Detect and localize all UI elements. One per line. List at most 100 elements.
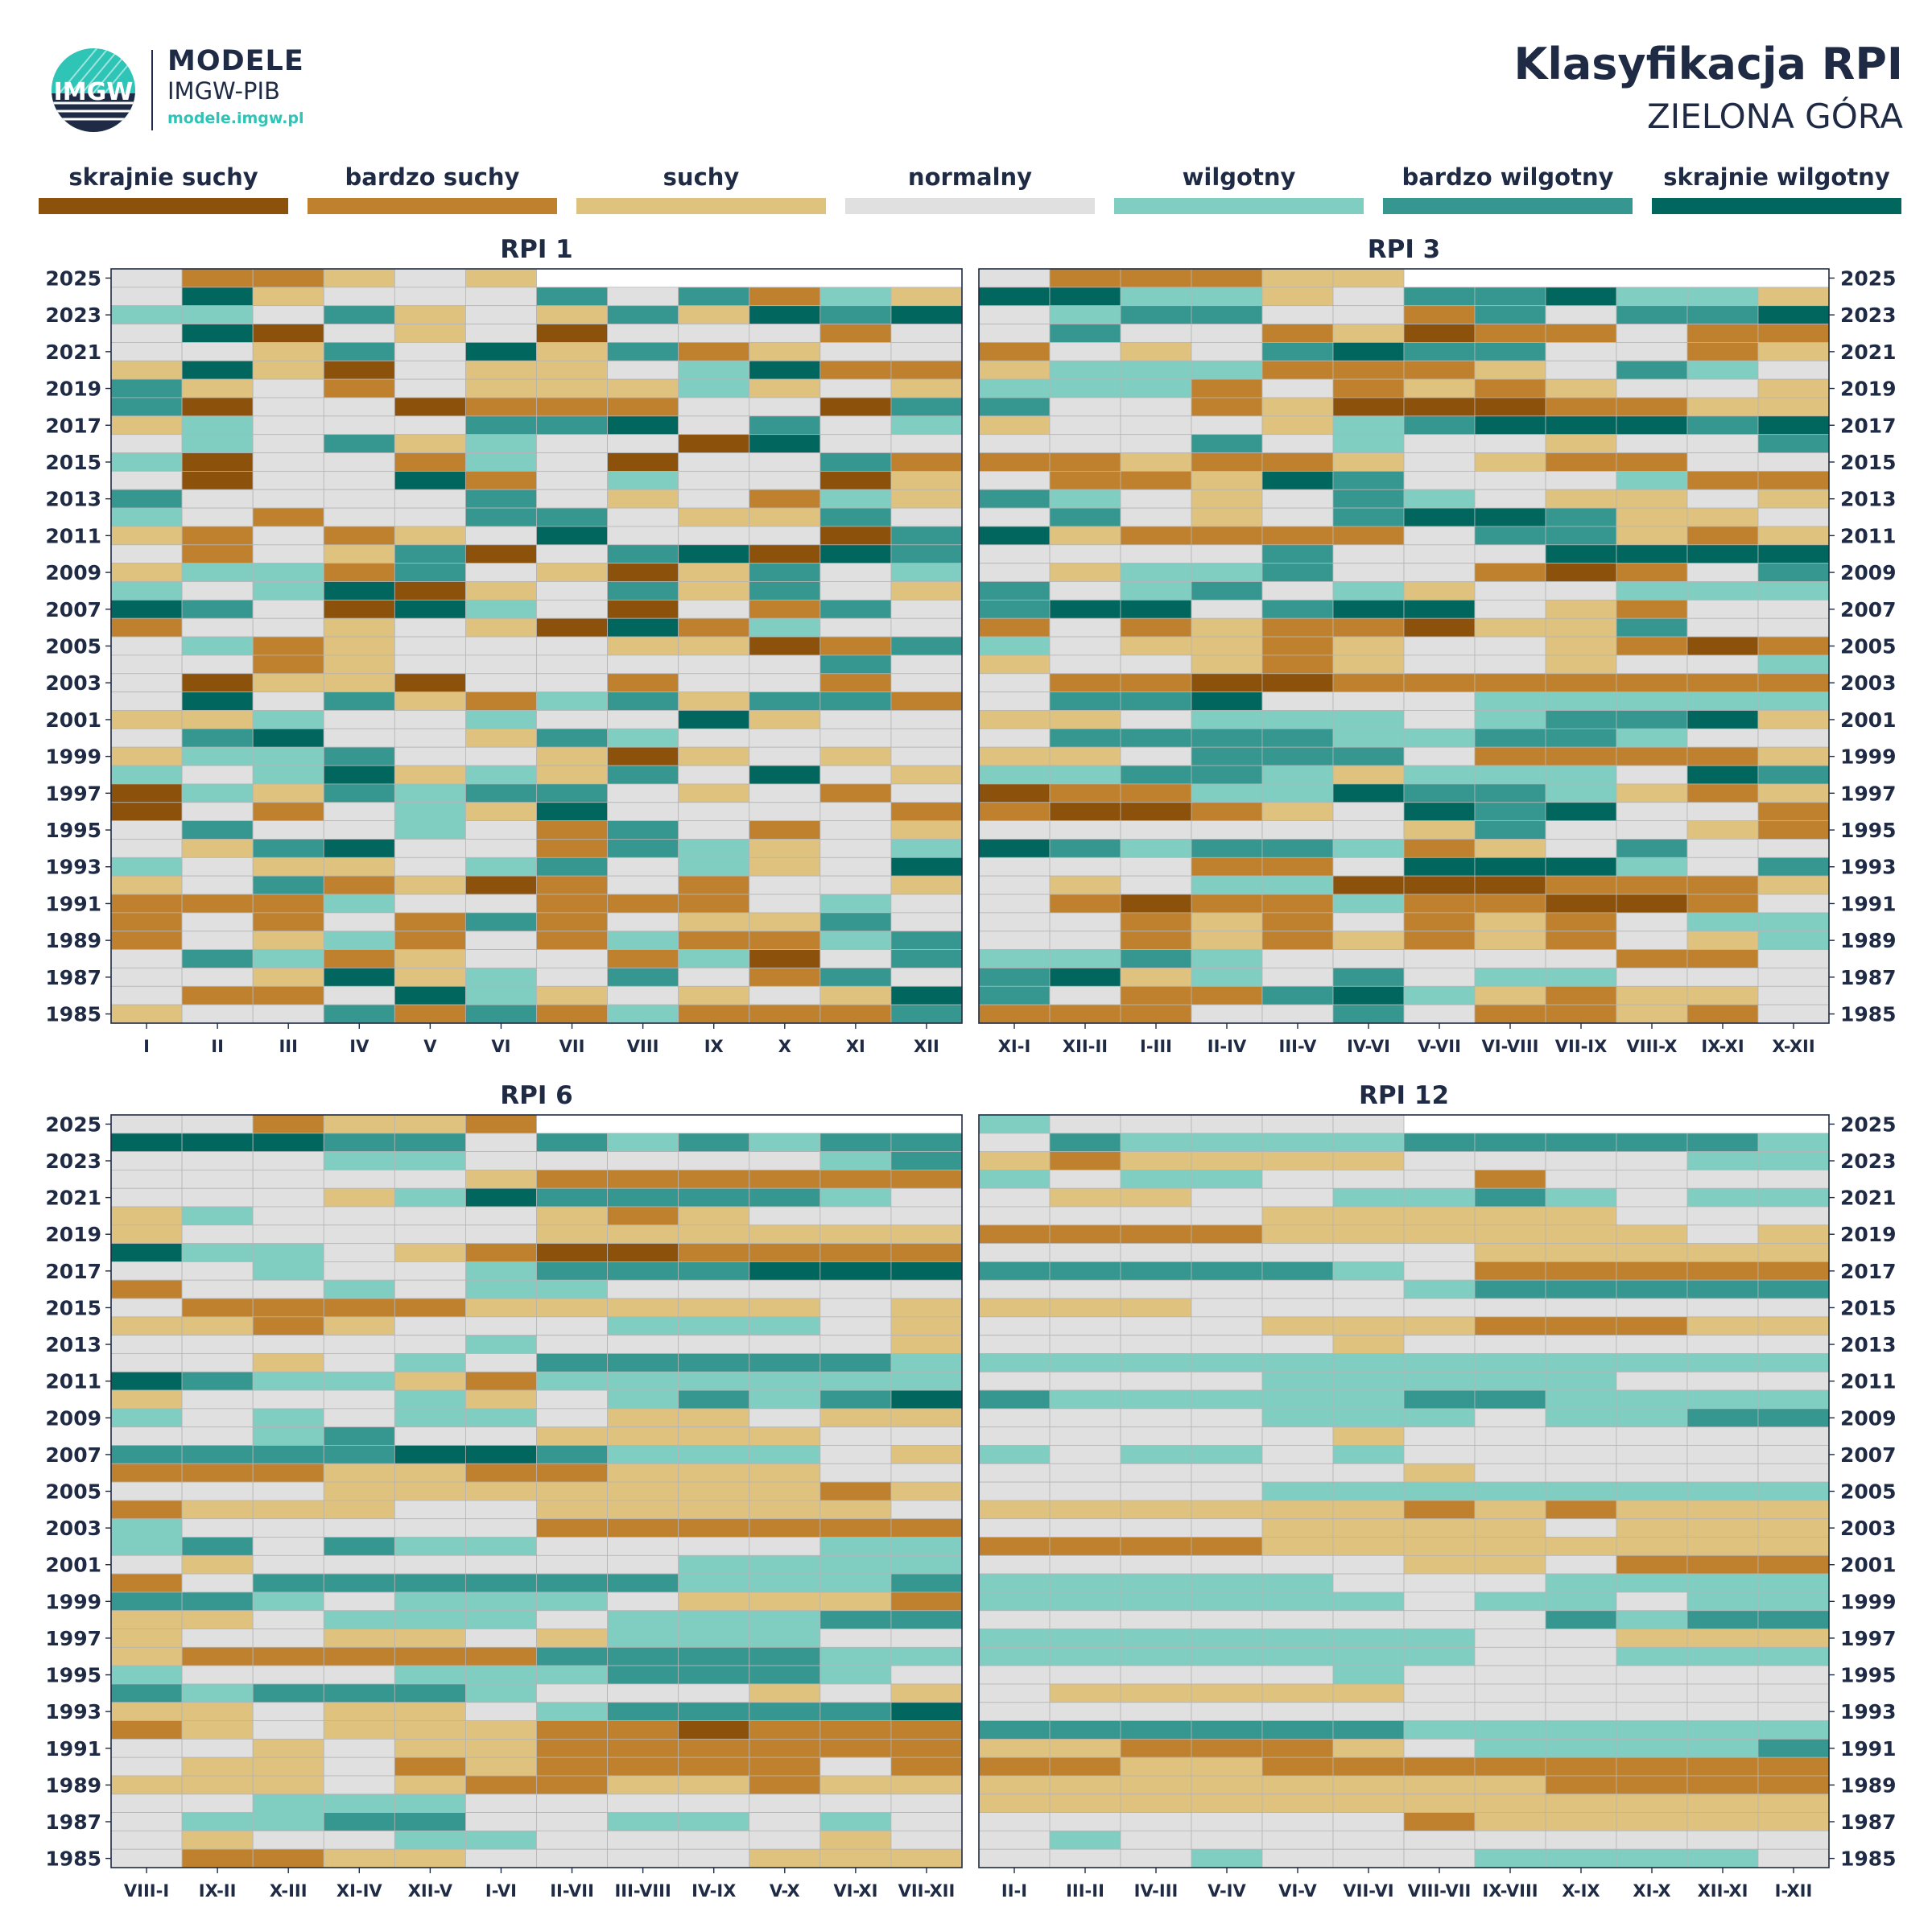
heatmap-cell-normalny <box>1120 1371 1192 1391</box>
x-tick-label: II-VII <box>550 1881 594 1901</box>
heatmap-cell-bardzo-wilgotny <box>1757 857 1830 877</box>
heatmap-cell-normalny <box>1545 1646 1617 1666</box>
heatmap-cell-normalny <box>678 489 750 509</box>
heatmap-cell-wilgotny <box>536 1279 608 1299</box>
heatmap-cell-suchy <box>1332 1426 1405 1446</box>
heatmap-cell-normalny <box>1616 1830 1688 1850</box>
heatmap-cell-skrajnie-wilgotny <box>1474 507 1546 527</box>
heatmap-cell-bardzo-wilgotny <box>323 1683 395 1703</box>
heatmap-cell-suchy <box>819 1848 892 1868</box>
heatmap-cell-normalny <box>1757 728 1830 748</box>
heatmap-cell-suchy <box>819 1408 892 1428</box>
heatmap-cell-normalny <box>181 857 254 877</box>
heatmap-cell-suchy <box>1545 1812 1617 1831</box>
heatmap-cell-wilgotny <box>749 1316 821 1336</box>
heatmap-cell-suchy <box>181 1500 254 1520</box>
heatmap-cell-suchy <box>252 968 324 987</box>
heatmap-cell-bardzo-suchy <box>1686 470 1759 490</box>
heatmap-cell-bardzo-wilgotny <box>1049 1133 1121 1153</box>
heatmap-cell-normalny <box>465 1206 537 1226</box>
heatmap-cell-wilgotny <box>1191 563 1263 582</box>
y-tick-label: 1993 <box>45 856 101 879</box>
heatmap-cell-bardzo-suchy <box>323 526 395 546</box>
x-tick-label: V-X <box>770 1881 800 1901</box>
heatmap-cell-normalny <box>978 857 1051 877</box>
heatmap-cell-suchy <box>536 1629 608 1648</box>
heatmap-cell-skrajnie-wilgotny <box>181 324 254 343</box>
heatmap-cell-normalny <box>678 397 750 417</box>
heatmap-cell-normalny <box>819 378 892 398</box>
heatmap-cell-wilgotny <box>1403 728 1476 748</box>
heatmap-cell-bardzo-suchy <box>394 1757 466 1777</box>
heatmap-cell-normalny <box>819 617 892 638</box>
heatmap-cell-normalny <box>465 931 537 950</box>
heatmap-cell-normalny <box>1616 820 1688 840</box>
heatmap-cell-wilgotny <box>394 802 466 822</box>
heatmap-cell-bardzo-suchy <box>1120 673 1192 693</box>
heatmap-cell-normalny <box>1261 1170 1334 1189</box>
heatmap-panel: RPI 120252023202120192017201520132011200… <box>45 235 963 1056</box>
heatmap-cell-suchy <box>607 1775 679 1795</box>
heatmap-cell-suchy <box>890 820 963 840</box>
y-tick-label: 2011 <box>45 524 101 547</box>
heatmap-cell-bardzo-suchy <box>1545 875 1617 895</box>
heatmap-cell-bardzo-suchy <box>465 1243 537 1262</box>
heatmap-cell-wilgotny <box>465 857 537 877</box>
heatmap-cell-normalny <box>1191 1426 1263 1446</box>
heatmap-cell-wilgotny <box>1757 931 1830 950</box>
heatmap-cell-bardzo-wilgotny <box>110 1683 183 1703</box>
heatmap-cell-normalny <box>1403 1591 1476 1612</box>
panel-title: RPI 3 <box>1368 235 1441 264</box>
heatmap-cell-normalny <box>1545 581 1617 601</box>
heatmap-cell-wilgotny <box>1049 489 1121 509</box>
heatmap-cell-normalny <box>1120 1114 1192 1134</box>
heatmap-cell-normalny <box>1616 1206 1688 1226</box>
heatmap-cell-suchy <box>678 507 750 527</box>
heatmap-cell-bardzo-wilgotny <box>1191 305 1263 324</box>
heatmap-cell-wilgotny <box>1261 1646 1334 1666</box>
heatmap-cell-normalny <box>1616 434 1688 453</box>
heatmap-cell-normalny <box>1616 1445 1688 1464</box>
heatmap-cell-normalny <box>465 894 537 914</box>
heatmap-cell-normalny <box>1545 1463 1617 1483</box>
heatmap-cell-suchy <box>1545 434 1617 453</box>
heatmap-cell-suchy <box>1757 342 1830 361</box>
heatmap-cell-bardzo-suchy <box>749 287 821 307</box>
heatmap-cell-suchy <box>607 1481 679 1501</box>
heatmap-cell-normalny <box>890 1206 963 1226</box>
heatmap-cell-suchy <box>394 1738 466 1758</box>
heatmap-cell-normalny <box>323 1335 395 1354</box>
y-tick-label: 1997 <box>45 1627 101 1650</box>
heatmap-cell-suchy <box>1191 1794 1263 1813</box>
y-tick-label: 2007 <box>45 598 101 621</box>
heatmap-cell-wilgotny <box>978 1445 1051 1464</box>
heatmap-cell-suchy <box>1686 1629 1759 1648</box>
heatmap-cell-normalny <box>110 470 183 490</box>
y-tick-label: 2023 <box>45 1150 101 1173</box>
heatmap-cell-wilgotny <box>1474 1738 1546 1758</box>
heatmap-cell-wilgotny <box>1332 434 1405 453</box>
heatmap-cell-normalny <box>1403 1665 1476 1685</box>
heatmap-cell-normalny <box>181 1426 254 1446</box>
heatmap-cell-normalny <box>678 470 750 490</box>
legend-swatch <box>1383 198 1633 214</box>
heatmap-cell-suchy <box>1616 1500 1688 1520</box>
heatmap-cell-normalny <box>110 820 183 840</box>
heatmap-cell-suchy <box>536 1298 608 1318</box>
heatmap-cell-normalny <box>181 765 254 785</box>
heatmap-cell-normalny <box>181 968 254 987</box>
heatmap-cell-normalny <box>819 875 892 895</box>
heatmap-cell-skrajnie-wilgotny <box>252 728 324 748</box>
heatmap-cell-wilgotny <box>1191 287 1263 307</box>
heatmap-cell-normalny <box>323 452 395 472</box>
heatmap-cell-normalny <box>749 728 821 748</box>
heatmap-cell-normalny <box>978 563 1051 582</box>
heatmap-cell-normalny <box>1049 1665 1121 1685</box>
heatmap-cell-bardzo-suchy <box>1616 599 1688 619</box>
heatmap-cell-suchy <box>978 1794 1051 1813</box>
heatmap-cell-suchy <box>978 746 1051 766</box>
heatmap-cell-normalny <box>1191 1335 1263 1354</box>
heatmap-cell-suchy <box>181 710 254 729</box>
heatmap-cell-wilgotny <box>1545 968 1617 987</box>
heatmap-cell-normalny <box>465 287 537 307</box>
